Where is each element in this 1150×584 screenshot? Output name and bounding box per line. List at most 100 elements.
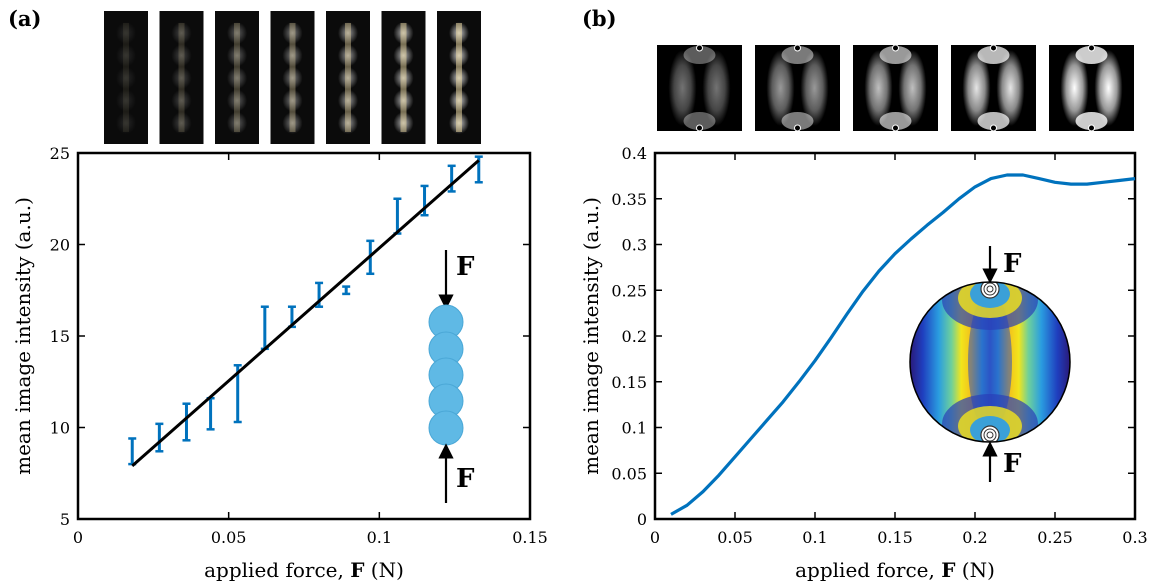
x-axis-label-b-symbol: F — [941, 558, 955, 582]
panel-label-b: (b) — [582, 6, 617, 31]
x-tick-label-b: 0.25 — [1037, 528, 1073, 547]
simulation-lobe — [898, 50, 927, 126]
x-tick-label-b: 0.3 — [1122, 528, 1147, 547]
x-axis-label-b: applied force, F (N) — [795, 558, 995, 582]
simulation-cap — [781, 46, 814, 64]
photo-bead — [116, 112, 136, 134]
y-tick-label-b: 0 — [637, 510, 647, 529]
photo-bead — [282, 67, 303, 89]
bead-photo — [215, 11, 259, 144]
x-tick-label-a: 0.15 — [512, 528, 548, 547]
axis-ticks-b: 0 0.05 0.1 0.15 0.2 0.25 0.3 0 0.05 0.1 0.15 0.2 0.2… — [611, 144, 1147, 547]
photo-bead — [282, 89, 303, 112]
simulation-contact — [1088, 44, 1095, 52]
y-tick-label-a: 25 — [50, 144, 70, 163]
simulation-lobe — [800, 50, 829, 126]
photo-highlight — [289, 23, 296, 132]
x-tick-label-b: 0.15 — [877, 528, 913, 547]
simulation-image — [853, 44, 938, 132]
photo-bead — [282, 22, 303, 44]
simulation-lobe — [702, 50, 731, 126]
axis-ticks-a: 0 0.05 0.1 0.15 5 10 15 20 25 — [50, 144, 548, 547]
y-axis-label-a: mean image intensity (a.u.) — [11, 197, 35, 475]
photo-bead — [338, 89, 358, 112]
plot-marks-a — [128, 155, 483, 468]
bead-photo — [437, 11, 481, 144]
simulation-cap — [977, 46, 1010, 64]
x-tick-label-a: 0 — [73, 528, 83, 547]
simulation-contact — [892, 124, 899, 132]
photo-highlight — [345, 23, 351, 132]
x-tick-label-a: 0.05 — [211, 528, 247, 547]
photo-highlight — [456, 23, 462, 132]
disc-fringes — [910, 282, 1070, 442]
simulation-contact — [990, 124, 997, 132]
simulation-cap — [977, 112, 1010, 130]
simulation-cap — [879, 46, 912, 64]
simulation-lobe — [668, 50, 697, 126]
simulation-lobe — [766, 50, 795, 126]
y-tick-label-a: 5 — [60, 510, 70, 529]
photo-bead — [393, 112, 414, 134]
x-axis-label-a-prefix: applied force, — [204, 558, 350, 582]
photo-bead — [282, 112, 303, 134]
force-label-bottom-b: F — [1003, 449, 1022, 479]
x-tick-label-a: 0.1 — [367, 528, 392, 547]
y-tick-label-b: 0.3 — [622, 236, 647, 255]
simulation-lobe — [962, 50, 991, 126]
simulation-lobe — [1094, 50, 1123, 126]
photo-bead — [393, 67, 414, 89]
photo-highlight — [234, 23, 240, 132]
x-tick-label-b: 0.2 — [962, 528, 987, 547]
simulation-strip-b — [657, 44, 1134, 132]
simulation-cap — [781, 112, 814, 130]
simulation-contact — [794, 124, 801, 132]
simulation-image — [755, 44, 840, 132]
simulation-image — [951, 44, 1036, 132]
bead-photo — [326, 11, 370, 144]
panel-label-a: (a) — [8, 6, 41, 31]
photo-bead — [338, 22, 358, 44]
x-tick-label-b: 0 — [650, 528, 660, 547]
fit-line — [131, 159, 480, 468]
y-tick-label-b: 0.2 — [622, 327, 647, 346]
y-tick-label-b: 0.4 — [622, 144, 647, 163]
simulation-cap — [683, 112, 716, 130]
photo-bead — [393, 44, 414, 67]
simulation-contact — [990, 44, 997, 52]
photo-highlight — [123, 23, 129, 132]
photo-bead — [338, 67, 358, 89]
photo-bead — [171, 44, 192, 67]
simulation-image — [657, 44, 742, 132]
y-tick-label-b: 0.05 — [611, 464, 647, 483]
x-tick-label-b: 0.05 — [717, 528, 753, 547]
photo-bead — [227, 44, 247, 67]
y-tick-label-a: 20 — [50, 236, 70, 255]
x-axis-label-b-prefix: applied force, — [795, 558, 941, 582]
simulation-contact — [696, 44, 703, 52]
bead-photo — [381, 11, 426, 144]
y-axis-label-b: mean image intensity (a.u.) — [579, 197, 603, 475]
photo-bead — [116, 44, 136, 67]
bead — [428, 410, 464, 446]
photo-bead — [116, 22, 136, 44]
simulation-contact — [696, 124, 703, 132]
photo-strip-a — [104, 11, 481, 144]
simulation-lobe — [864, 50, 893, 126]
x-axis-label-a: applied force, F (N) — [204, 558, 404, 582]
bead-photo — [104, 11, 148, 144]
simulation-lobe — [996, 50, 1025, 126]
photo-bead — [227, 67, 247, 89]
photo-bead — [116, 89, 136, 112]
y-tick-label-b: 0.35 — [611, 190, 647, 209]
simulation-cap — [879, 112, 912, 130]
x-axis-label-a-suffix: (N) — [364, 558, 403, 582]
y-tick-label-b: 0.25 — [611, 281, 647, 300]
simulation-cap — [1075, 112, 1108, 130]
photo-bead — [171, 89, 192, 112]
bead-photo — [270, 11, 315, 144]
bead-photo — [159, 11, 204, 144]
simulation-contact — [1088, 124, 1095, 132]
photo-highlight — [400, 23, 407, 132]
